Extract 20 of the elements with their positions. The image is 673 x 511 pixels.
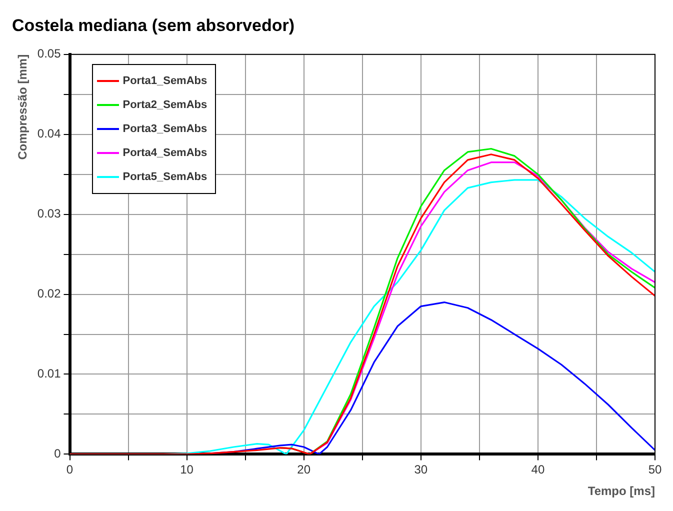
- legend-label: Porta5_SemAbs: [122, 171, 208, 184]
- legend-label: Porta2_SemAbs: [122, 99, 208, 112]
- x-tick-label: 40: [531, 462, 545, 477]
- y-axis-title: Compressão [mm]: [16, 54, 30, 160]
- legend-label: Porta3_SemAbs: [122, 123, 208, 136]
- x-axis-title: Tempo [ms]: [588, 484, 655, 498]
- y-tick-label: 0.04: [37, 126, 62, 141]
- chart-title: Costela mediana (sem absorvedor): [12, 16, 294, 35]
- y-tick-label: 0.05: [37, 46, 62, 61]
- y-tick-label: 0.01: [37, 366, 62, 381]
- x-tick-label: 20: [297, 462, 311, 477]
- x-tick-label: 10: [180, 462, 194, 477]
- y-tick-label: 0.02: [37, 286, 62, 301]
- x-tick-label: 50: [648, 462, 662, 477]
- x-tick-label: 30: [414, 462, 428, 477]
- legend-label: Porta1_SemAbs: [122, 75, 208, 88]
- y-tick-label: 0: [54, 446, 62, 461]
- y-tick-label: 0.03: [37, 206, 62, 221]
- legend-label: Porta4_SemAbs: [122, 147, 208, 160]
- x-tick-label: 0: [66, 462, 74, 477]
